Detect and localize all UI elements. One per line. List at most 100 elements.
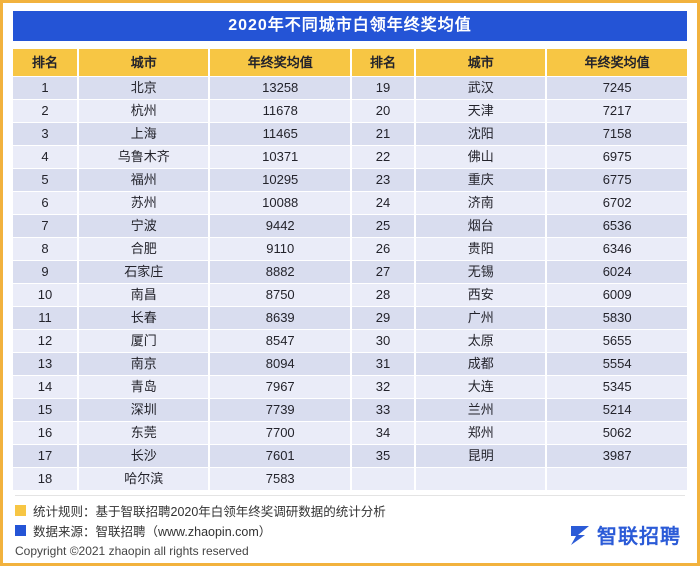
value-cell: 7739: [208, 399, 350, 421]
rank-cell: 34: [349, 422, 414, 444]
value-cell: 7583: [208, 468, 350, 490]
city-cell: 大连: [413, 376, 545, 398]
zhaopin-logo: 智联招聘: [568, 520, 681, 549]
rank-cell: 33: [349, 399, 414, 421]
city-cell: 上海: [77, 123, 208, 145]
city-cell: 厦门: [77, 330, 208, 352]
rank-cell: 18: [37, 471, 53, 486]
city-cell: 昆明: [413, 445, 545, 467]
city-header: 城市: [413, 49, 545, 76]
city-cell: [413, 468, 545, 490]
rank-cell: 11: [38, 310, 52, 325]
rank-cell: 25: [349, 215, 414, 237]
footer-notes: 统计规则：基于智联招聘2020年白领年终奖调研数据的统计分析 数据来源：智联招聘…: [15, 495, 685, 558]
city-cell: 长春: [77, 307, 208, 329]
city-cell: 郑州: [413, 422, 545, 444]
value-cell: [545, 468, 687, 490]
rank-cell: 8: [41, 241, 49, 256]
rank-cell: 13: [37, 356, 53, 371]
table-body: 1 北京 13258 19 武汉 7245 2 杭州 11678 20 天津 7217 3 上海 11465…: [13, 76, 687, 490]
data-source-note: 数据来源：智联招聘（www.zhaopin.com）: [15, 523, 685, 539]
value-cell: 8639: [208, 307, 350, 329]
value-cell: 6775: [545, 169, 687, 191]
data-source-text: 数据来源：智联招聘（www.zhaopin.com）: [33, 525, 272, 539]
table-row: 6 苏州 10088 24 济南 6702: [13, 191, 687, 214]
city-cell: 武汉: [413, 77, 545, 99]
value-cell: 7700: [208, 422, 350, 444]
table-row: 12 厦门 8547 30 太原 5655: [13, 329, 687, 352]
city-cell: 烟台: [413, 215, 545, 237]
city-cell: 沈阳: [413, 123, 545, 145]
value-cell: 6024: [545, 261, 687, 283]
rank-cell: 16: [37, 425, 53, 440]
value-cell: 5830: [545, 307, 687, 329]
table-row: 2 杭州 11678 20 天津 7217: [13, 99, 687, 122]
table-row: 13 南京 8094 31 成都 5554: [13, 352, 687, 375]
rank-cell: 2: [41, 103, 49, 118]
table-row: 11 长春 8639 29 广州 5830: [13, 306, 687, 329]
table-row: 1 北京 13258 19 武汉 7245: [13, 76, 687, 99]
rank-cell: 9: [41, 264, 49, 279]
city-cell: 无锡: [413, 261, 545, 283]
value-cell: 6346: [545, 238, 687, 260]
statistics-rule-note: 统计规则：基于智联招聘2020年白领年终奖调研数据的统计分析: [15, 503, 685, 519]
value-header: 年终奖均值: [545, 49, 687, 76]
value-cell: 11465: [208, 123, 350, 145]
value-cell: 10295: [208, 169, 350, 191]
table-row: 16 东莞 7700 34 郑州 5062: [13, 421, 687, 444]
value-cell: 6702: [545, 192, 687, 214]
value-cell: 11678: [208, 100, 350, 122]
city-cell: 广州: [413, 307, 545, 329]
rank-cell: 4: [41, 149, 49, 164]
city-cell: 合肥: [77, 238, 208, 260]
value-cell: 8882: [208, 261, 350, 283]
rank-cell: 12: [37, 333, 53, 348]
city-cell: 太原: [413, 330, 545, 352]
table-row: 3 上海 11465 21 沈阳 7158: [13, 122, 687, 145]
table-row: 9 石家庄 8882 27 无锡 6024: [13, 260, 687, 283]
value-cell: 9442: [208, 215, 350, 237]
table-row: 5 福州 10295 23 重庆 6775: [13, 168, 687, 191]
rank-cell: 32: [349, 376, 414, 398]
rank-cell: [349, 468, 414, 490]
table-row: 8 合肥 9110 26 贵阳 6346: [13, 237, 687, 260]
city-cell: 佛山: [413, 146, 545, 168]
city-cell: 济南: [413, 192, 545, 214]
city-cell: 东莞: [77, 422, 208, 444]
rank-cell: 5: [41, 172, 49, 187]
value-cell: 7158: [545, 123, 687, 145]
city-cell: 杭州: [77, 100, 208, 122]
city-cell: 福州: [77, 169, 208, 191]
table-row: 15 深圳 7739 33 兰州 5214: [13, 398, 687, 421]
value-cell: 7217: [545, 100, 687, 122]
zhaopin-logo-text: 智联招聘: [597, 526, 681, 548]
value-cell: 9110: [208, 238, 350, 260]
city-cell: 兰州: [413, 399, 545, 421]
rank-cell: 7: [41, 218, 49, 233]
city-cell: 乌鲁木齐: [77, 146, 208, 168]
rank-cell: 19: [349, 77, 414, 99]
rank-cell: 22: [349, 146, 414, 168]
city-cell: 宁波: [77, 215, 208, 237]
value-header: 年终奖均值: [208, 49, 350, 76]
rank-cell: 15: [37, 402, 53, 417]
value-cell: 8547: [208, 330, 350, 352]
value-cell: 8750: [208, 284, 350, 306]
rank-cell: 29: [349, 307, 414, 329]
rank-cell: 3: [41, 126, 49, 141]
value-cell: 13258: [208, 77, 350, 99]
bonus-table: 排名 城市 年终奖均值 排名 城市 年终奖均值 1 北京 13258 19 武汉 7245…: [13, 49, 687, 490]
value-cell: 5062: [545, 422, 687, 444]
rank-cell: 23: [349, 169, 414, 191]
value-cell: 7601: [208, 445, 350, 467]
rank-cell: 31: [349, 353, 414, 375]
city-cell: 青岛: [77, 376, 208, 398]
table-row: 10 南昌 8750 28 西安 6009: [13, 283, 687, 306]
value-cell: 3987: [545, 445, 687, 467]
value-cell: 5554: [545, 353, 687, 375]
copyright-text: Copyright ©2021 zhaopin all rights reser…: [15, 544, 249, 558]
value-cell: 5655: [545, 330, 687, 352]
table-row: 7 宁波 9442 25 烟台 6536: [13, 214, 687, 237]
table-header-row: 排名 城市 年终奖均值 排名 城市 年终奖均值: [13, 49, 687, 76]
value-cell: 6975: [545, 146, 687, 168]
